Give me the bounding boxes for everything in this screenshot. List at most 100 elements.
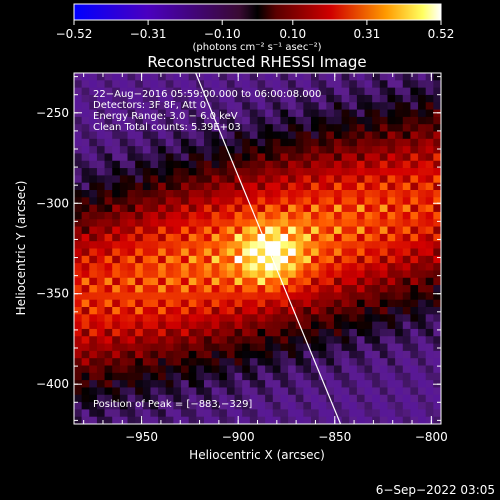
heatmap-cell — [203, 248, 213, 257]
heatmap-cell — [104, 211, 113, 220]
heatmap-cell — [158, 380, 167, 389]
heatmap-cell — [211, 387, 220, 396]
heatmap-cell — [364, 416, 373, 424]
heatmap-cell — [104, 321, 113, 330]
heatmap-cell — [410, 416, 419, 424]
heatmap-cell — [127, 197, 136, 206]
heatmap-cell — [242, 350, 251, 359]
heatmap-cell — [333, 182, 343, 191]
heatmap-cell — [410, 138, 419, 147]
heatmap-cell — [425, 358, 434, 367]
heatmap-cell — [142, 94, 152, 103]
heatmap-cell — [219, 175, 228, 184]
heatmap-cell — [280, 241, 289, 250]
heatmap-cell — [226, 292, 236, 301]
heatmap-cell — [418, 241, 427, 250]
heatmap-cell — [433, 219, 441, 228]
heatmap-cell — [311, 226, 320, 235]
heatmap-cell — [433, 248, 441, 257]
heatmap-cell — [311, 270, 320, 279]
heatmap-cell — [265, 350, 274, 359]
heatmap-cell — [89, 211, 98, 220]
heatmap-cell — [303, 372, 312, 381]
heatmap-cell — [318, 87, 327, 96]
heatmap-cell — [272, 131, 282, 140]
heatmap-cell — [333, 233, 343, 242]
heatmap-cell — [257, 138, 266, 147]
heatmap-cell — [158, 73, 167, 81]
heatmap-cell — [288, 131, 297, 140]
heatmap-cell — [387, 153, 396, 162]
heatmap-cell — [379, 358, 389, 367]
heatmap-cell — [119, 321, 129, 330]
heatmap-cell — [356, 87, 366, 96]
heatmap-cell — [89, 350, 98, 359]
heatmap-cell — [395, 190, 404, 198]
heatmap-cell — [272, 255, 282, 264]
heatmap-cell — [142, 328, 152, 337]
heatmap-cell — [288, 116, 297, 125]
heatmap-cell — [104, 365, 113, 374]
heatmap-cell — [249, 299, 259, 308]
heatmap-cell — [349, 124, 358, 133]
heatmap-cell — [219, 270, 228, 279]
heatmap-cell — [379, 80, 389, 89]
annotation-detectors: Detectors: 3F 8F, Att 0 — [93, 100, 206, 111]
heatmap-cell — [226, 387, 236, 396]
heatmap-cell — [410, 343, 419, 352]
heatmap-cell — [418, 248, 427, 257]
heatmap-cell — [211, 350, 220, 359]
heatmap-cell — [112, 328, 121, 337]
heatmap-cell — [142, 380, 152, 389]
heatmap-cell — [150, 387, 159, 396]
heatmap-cell — [74, 402, 83, 410]
heatmap-cell — [303, 80, 312, 89]
heatmap-cell — [104, 409, 113, 418]
heatmap-cells — [74, 73, 441, 424]
heatmap-cell — [257, 197, 266, 206]
heatmap-cell — [81, 146, 90, 155]
heatmap-cell — [265, 402, 274, 410]
heatmap-cell — [356, 314, 366, 323]
heatmap-cell — [104, 372, 113, 381]
heatmap-cell — [158, 109, 167, 118]
heatmap-cell — [379, 219, 389, 228]
heatmap-cell — [89, 138, 98, 147]
heatmap-cell — [188, 394, 197, 403]
x-tick-label: −950 — [125, 430, 158, 444]
heatmap-cell — [265, 73, 274, 81]
heatmap-cell — [303, 233, 312, 242]
heatmap-cell — [96, 87, 106, 96]
heatmap-cell — [142, 292, 152, 301]
heatmap-cell — [165, 211, 174, 220]
heatmap-cell — [96, 219, 106, 228]
heatmap-cell — [402, 270, 412, 279]
heatmap-cell — [158, 307, 167, 315]
heatmap-cell — [410, 219, 419, 228]
heatmap-cell — [387, 292, 396, 301]
heatmap-cell — [112, 285, 121, 293]
heatmap-cell — [410, 328, 419, 337]
heatmap-cell — [165, 241, 174, 250]
heatmap-cell — [356, 138, 366, 147]
heatmap-cell — [119, 365, 129, 374]
heatmap-cell — [150, 160, 159, 169]
heatmap-cell — [387, 87, 396, 96]
heatmap-cell — [203, 394, 213, 403]
heatmap-cell — [326, 233, 335, 242]
heatmap-cell — [96, 204, 106, 213]
heatmap-cell — [295, 241, 304, 250]
heatmap-cell — [326, 160, 335, 169]
heatmap-cell — [81, 168, 90, 176]
heatmap-cell — [219, 124, 228, 133]
heatmap-cell — [203, 321, 213, 330]
heatmap-cell — [326, 336, 335, 345]
heatmap-cell — [135, 255, 144, 264]
heatmap-cell — [257, 307, 266, 315]
heatmap-cell — [81, 102, 90, 111]
heatmap-cell — [333, 94, 343, 103]
heatmap-cell — [181, 109, 190, 118]
heatmap-cell — [104, 416, 113, 424]
heatmap-cell — [318, 138, 327, 147]
heatmap-cell — [402, 116, 412, 125]
